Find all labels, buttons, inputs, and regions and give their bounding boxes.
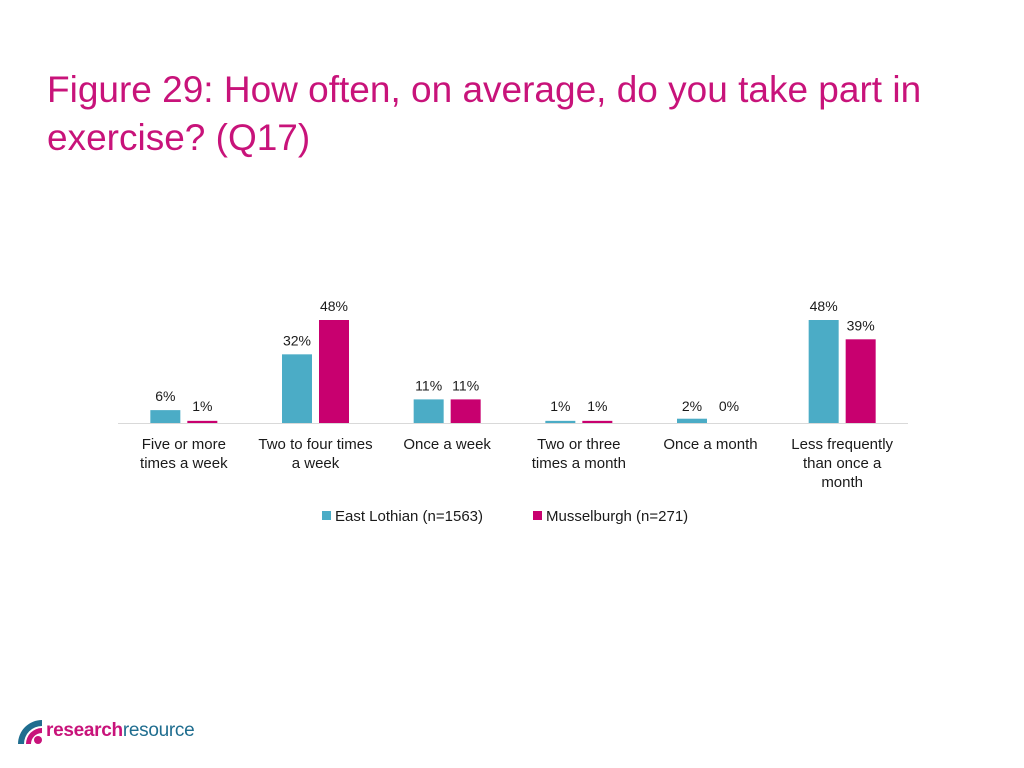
logo-arc-icon <box>18 720 42 744</box>
x-tick-label: Once a week <box>403 436 491 453</box>
data-label: 11% <box>415 377 442 393</box>
bar-musselburgh <box>319 320 349 423</box>
bar-musselburgh <box>582 420 613 423</box>
logo-text: researchresource <box>46 720 195 742</box>
bar-east-lothian <box>413 399 444 423</box>
bar-east-lothian <box>282 354 312 423</box>
x-tick-label: times a week <box>140 455 228 472</box>
data-label: 0% <box>719 398 739 414</box>
bar-musselburgh <box>187 420 218 423</box>
company-logo: researchresource <box>14 716 195 746</box>
logo-text-rest: resource <box>122 720 195 741</box>
data-label: 48% <box>320 298 348 314</box>
x-tick-label: than once a <box>803 455 882 472</box>
data-label: 48% <box>810 298 838 314</box>
x-tick-label: Two to four times <box>258 436 372 453</box>
data-label: 6% <box>155 388 175 404</box>
legend-label: East Lothian (n=1563) <box>335 508 483 525</box>
x-tick-label: Two or three <box>537 436 620 453</box>
bar-east-lothian <box>677 418 707 423</box>
bar-east-lothian <box>545 420 576 423</box>
bar-east-lothian <box>808 320 839 423</box>
data-label: 1% <box>192 398 212 414</box>
data-label: 1% <box>550 398 570 414</box>
legend-label: Musselburgh (n=271) <box>546 508 688 525</box>
legend-swatch <box>322 511 331 520</box>
data-label: 39% <box>847 317 875 333</box>
x-tick-label: Once a month <box>663 436 757 453</box>
data-label: 32% <box>283 332 311 348</box>
x-tick-label: Less frequently <box>791 436 893 453</box>
x-tick-label: month <box>821 474 863 491</box>
x-tick-label: Five or more <box>142 436 226 453</box>
bar-musselburgh <box>450 399 481 423</box>
x-tick-label: times a month <box>532 455 626 472</box>
x-tick-label: a week <box>292 455 340 472</box>
data-label: 1% <box>587 398 607 414</box>
logo-text-bold: research <box>46 720 123 741</box>
data-label: 2% <box>682 398 702 414</box>
slide-title: Figure 29: How often, on average, do you… <box>47 69 922 158</box>
legend-swatch <box>533 511 542 520</box>
bar-east-lothian <box>150 410 181 423</box>
bar-chart: 6% 1% Five or more times a week 32% 48% Two to… <box>118 298 908 525</box>
data-label: 11% <box>452 377 479 393</box>
bar-musselburgh <box>845 339 876 423</box>
